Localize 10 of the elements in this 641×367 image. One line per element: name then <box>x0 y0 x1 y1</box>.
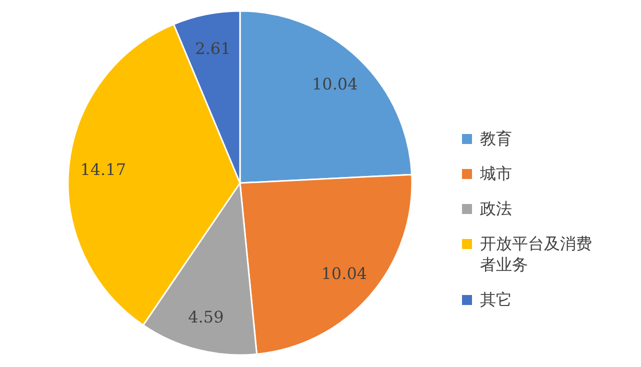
data-label: 2.61 <box>195 39 231 58</box>
legend-label: 城市 <box>480 163 513 184</box>
legend-label: 教育 <box>480 128 513 149</box>
legend-label: 开放平台及消费者业务 <box>480 233 593 275</box>
data-label: 4.59 <box>188 307 224 326</box>
data-label: 10.04 <box>312 74 358 94</box>
data-label: 10.04 <box>321 264 368 283</box>
legend-label: 其它 <box>480 289 513 310</box>
legend-label: 政法 <box>480 198 513 219</box>
data-label: 14.17 <box>80 160 126 180</box>
